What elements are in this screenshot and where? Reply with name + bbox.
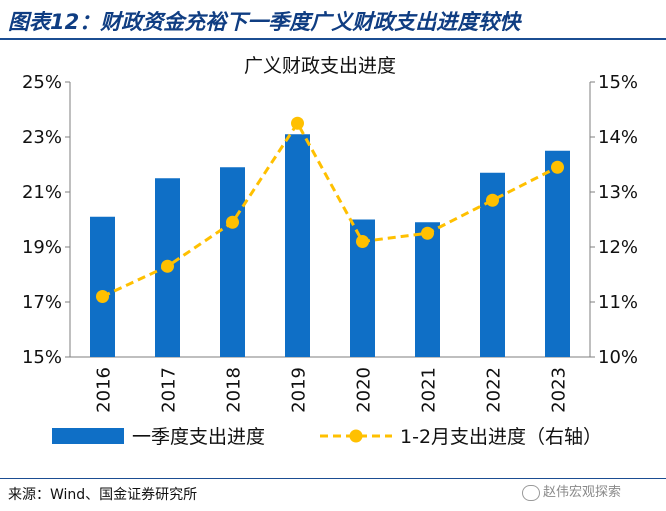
left-tick-label: 19% (22, 237, 62, 258)
figure-header: 图表12：财政资金充裕下一季度广义财政支出进度较快 (0, 0, 666, 40)
bar-2019 (285, 134, 310, 357)
right-tick-label: 12% (598, 237, 638, 258)
line-point-2020 (356, 235, 369, 248)
x-tick-label: 2019 (289, 367, 310, 413)
bar-2021 (415, 222, 440, 357)
right-tick-label: 11% (598, 292, 638, 313)
right-tick-label: 10% (598, 347, 638, 368)
x-tick-label: 2020 (354, 367, 375, 413)
left-tick-label: 15% (22, 347, 62, 368)
chart-title: 广义财政支出进度 (244, 55, 396, 77)
line-point-2023 (551, 160, 564, 174)
legend-line-marker (349, 429, 363, 443)
line-point-2018 (226, 215, 239, 229)
source-note: 来源：Wind、国金证券研究所 (8, 487, 198, 503)
left-tick-label: 23% (22, 127, 62, 148)
x-tick-label: 2016 (94, 367, 115, 413)
x-tick-label: 2018 (224, 367, 245, 413)
left-tick-label: 25% (22, 72, 62, 93)
line-point-2022 (486, 193, 499, 207)
right-tick-label: 14% (598, 127, 638, 148)
header-divider (0, 38, 666, 40)
right-tick-label: 15% (598, 72, 638, 93)
legend-label-bar: 一季度支出进度 (132, 426, 265, 448)
bar-2023 (545, 150, 570, 357)
bar-2016 (90, 216, 115, 357)
wechat-icon (522, 484, 540, 501)
figure-title: 图表12：财政资金充裕下一季度广义财政支出进度较快 (8, 10, 521, 34)
x-tick-label: 2023 (549, 367, 570, 413)
x-tick-label: 2021 (419, 367, 440, 413)
left-tick-label: 21% (22, 182, 62, 203)
line-point-2016 (96, 290, 109, 303)
line-series-ytd-feb (101, 120, 559, 298)
chart-area: 广义财政支出进度 15% 17% 19% 21% 23% 25% 10% 11% 12% 13% 14… (22, 55, 638, 448)
right-tick-label: 13% (598, 182, 638, 203)
line-point-2021 (421, 226, 434, 240)
line-point-2017 (161, 259, 174, 273)
left-tick-label: 17% (22, 292, 62, 313)
legend-label-line: 1-2月支出进度（右轴） (400, 426, 602, 448)
line-point-2019 (291, 116, 304, 130)
watermark: 赵伟宏观探索 (522, 481, 621, 501)
legend-bar-swatch (52, 428, 124, 444)
watermark-text: 赵伟宏观探索 (543, 485, 622, 500)
footer-divider (0, 478, 666, 479)
bar-2018 (220, 167, 245, 357)
x-tick-label: 2017 (159, 367, 180, 413)
x-tick-label: 2022 (484, 367, 505, 413)
